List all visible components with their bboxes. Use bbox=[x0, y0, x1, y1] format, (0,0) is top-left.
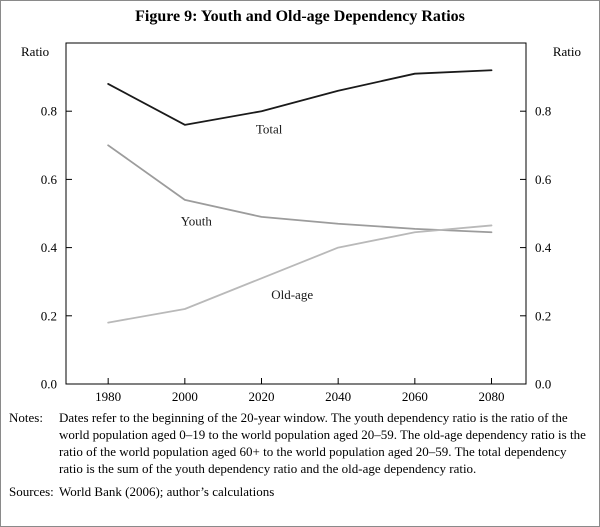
x-tick-label: 2060 bbox=[402, 389, 428, 404]
y-axis-title-right: Ratio bbox=[553, 44, 581, 59]
sources-label: Sources: bbox=[9, 484, 54, 499]
y-tick-label-right: 0.4 bbox=[535, 240, 552, 255]
series-line-total bbox=[107, 69, 493, 126]
series-label-total: Total bbox=[256, 121, 283, 136]
y-tick-label-left: 0.4 bbox=[41, 240, 58, 255]
figure-title: Figure 9: Youth and Old-age Dependency R… bbox=[135, 8, 465, 25]
sources-row: Sources: World Bank (2006); author’s cal… bbox=[9, 483, 593, 500]
chart-area: 0.0 0.0 0.2 0.2 0.4 0.4 0.6 0.6 0.8 0.8 1980 2000 20… bbox=[1, 29, 599, 407]
notes-text: Dates refer to the beginning of the 20-y… bbox=[59, 410, 586, 476]
y-tick-label-right: 0.8 bbox=[535, 104, 551, 119]
y-tick-label-right: 0.0 bbox=[535, 377, 551, 392]
x-tick-label: 2000 bbox=[172, 389, 198, 404]
plot-frame bbox=[65, 42, 527, 385]
y-tick-label-right: 0.6 bbox=[535, 172, 552, 187]
y-tick-label-left: 0.8 bbox=[41, 104, 57, 119]
dependency-chart-svg: 0.0 0.0 0.2 0.2 0.4 0.4 0.6 0.6 0.8 0.8 1980 2000 20… bbox=[21, 42, 581, 404]
y-axis-title-left: Ratio bbox=[21, 44, 49, 59]
series-label-youth: Youth bbox=[181, 213, 213, 228]
y-tick-label-left: 0.6 bbox=[41, 172, 58, 187]
y-tick-label-left: 0.0 bbox=[41, 377, 57, 392]
notes-section: Notes: Dates refer to the beginning of t… bbox=[9, 409, 593, 506]
series-label-old-age: Old-age bbox=[271, 287, 313, 302]
x-tick-label: 2040 bbox=[325, 389, 351, 404]
y-tick-label-left: 0.2 bbox=[41, 308, 57, 323]
series-line-old-age bbox=[107, 224, 493, 324]
notes-label: Notes: bbox=[9, 410, 43, 425]
sources-text: World Bank (2006); author’s calculations bbox=[59, 484, 275, 499]
x-tick-label: 1980 bbox=[95, 389, 121, 404]
notes-row: Notes: Dates refer to the beginning of t… bbox=[9, 409, 593, 477]
series-line-youth bbox=[107, 144, 493, 234]
x-tick-label: 2020 bbox=[249, 389, 275, 404]
x-tick-label: 2080 bbox=[479, 389, 505, 404]
y-tick-label-right: 0.2 bbox=[535, 308, 551, 323]
